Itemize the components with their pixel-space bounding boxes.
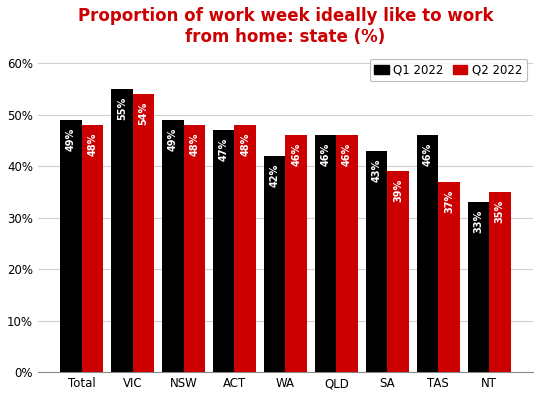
Text: 46%: 46% — [422, 143, 433, 166]
Bar — [438, 181, 460, 372]
Bar — [162, 120, 184, 372]
Bar — [184, 125, 205, 372]
Text: 42%: 42% — [270, 164, 280, 187]
Text: 49%: 49% — [66, 127, 76, 151]
Bar — [336, 135, 358, 372]
Bar — [387, 172, 409, 372]
Text: 35%: 35% — [495, 200, 505, 223]
Bar — [315, 135, 336, 372]
Text: 54%: 54% — [138, 102, 149, 125]
Text: 49%: 49% — [168, 127, 178, 151]
Bar — [213, 130, 234, 372]
Bar — [111, 89, 133, 372]
Text: 47%: 47% — [219, 138, 229, 161]
Bar — [417, 135, 438, 372]
Text: 48%: 48% — [189, 133, 199, 156]
Bar — [264, 156, 286, 372]
Bar — [133, 94, 154, 372]
Bar — [286, 135, 307, 372]
Text: 48%: 48% — [87, 133, 97, 156]
Bar — [82, 125, 103, 372]
Bar — [366, 151, 387, 372]
Bar — [60, 120, 82, 372]
Text: 46%: 46% — [291, 143, 301, 166]
Text: 39%: 39% — [393, 179, 403, 202]
Text: 46%: 46% — [321, 143, 330, 166]
Bar — [234, 125, 256, 372]
Title: Proportion of work week ideally like to work
from home: state (%): Proportion of work week ideally like to … — [78, 7, 493, 46]
Text: 55%: 55% — [117, 96, 127, 120]
Text: 33%: 33% — [474, 210, 483, 233]
Text: 43%: 43% — [372, 158, 382, 182]
Bar — [489, 192, 510, 372]
Legend: Q1 2022, Q2 2022: Q1 2022, Q2 2022 — [370, 59, 527, 81]
Bar — [468, 202, 489, 372]
Text: 37%: 37% — [444, 189, 454, 213]
Text: 48%: 48% — [240, 133, 250, 156]
Text: 46%: 46% — [342, 143, 352, 166]
